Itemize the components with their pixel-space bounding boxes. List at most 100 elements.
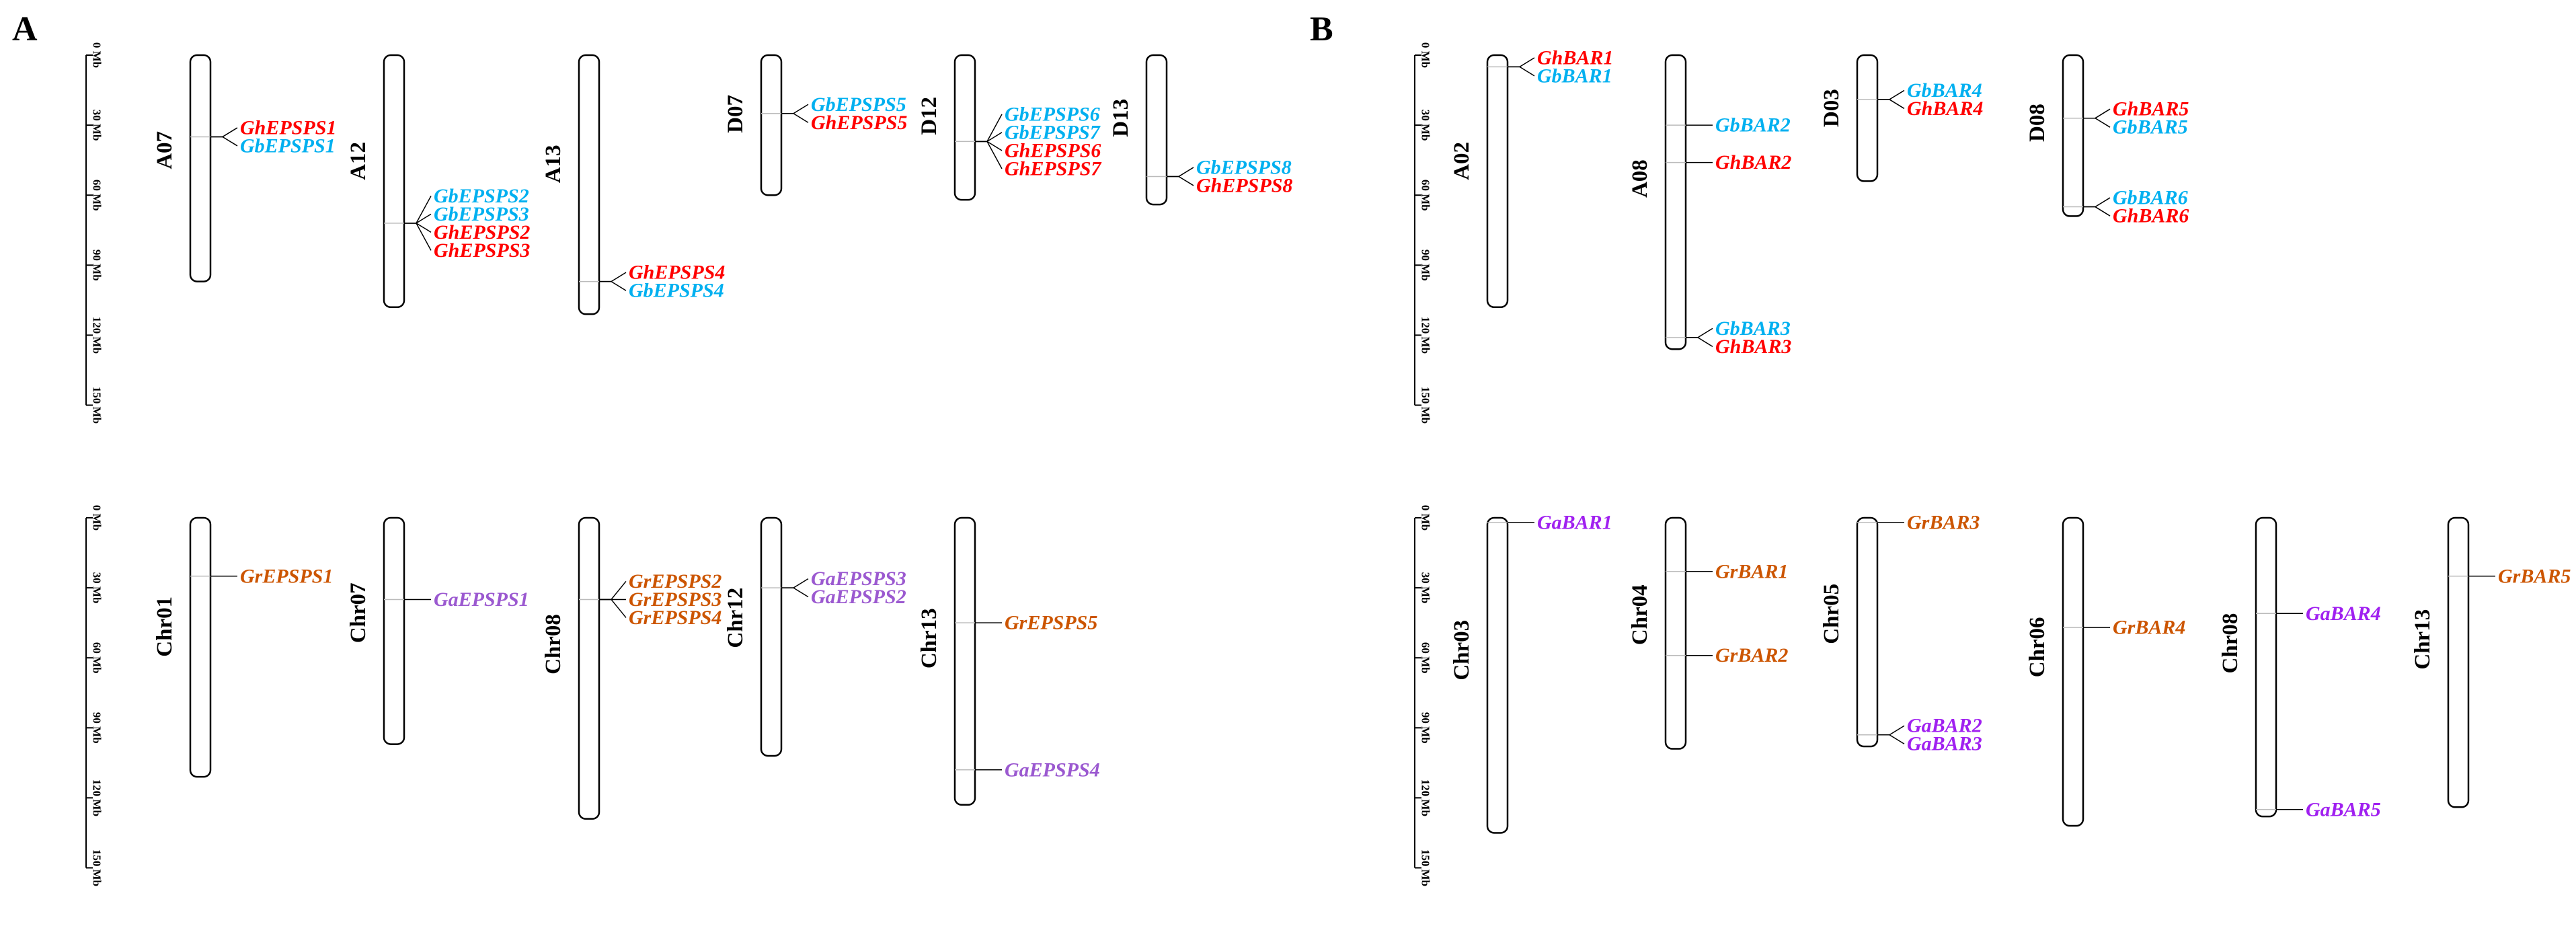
gene-label-gbbar5: GbBAR5 [2113, 116, 2188, 139]
scale-tick-label: 30 Mb [91, 110, 104, 141]
gene-label-ghbar4: GhBAR4 [1907, 98, 1983, 120]
chromosome-body [1145, 54, 1168, 206]
chromosome-label: D13 [1109, 99, 1133, 137]
gene-label-ghepsps8: GhEPSPS8 [1196, 174, 1292, 196]
scale-tick-label: 30 Mb [1419, 110, 1432, 141]
scale-tick-label: 90 Mb [1419, 712, 1432, 744]
gene-connector [404, 223, 432, 233]
panel-b-row-2: Chr03 GaBAR1 Chr04 GrBAR1 GrBAR2 Chr05 GrBAR3 G… [1450, 511, 2571, 834]
chromosome-chr03: Chr03 GaBAR1 [1450, 511, 1612, 834]
scale-tick-label: 90 Mb [91, 249, 104, 281]
chromosome-body [1664, 516, 1687, 750]
gene-label-gabar3: GaBAR3 [1907, 733, 1982, 755]
gene-connector [599, 599, 627, 618]
chromosome-label: D12 [917, 97, 941, 135]
gene-connector [599, 272, 627, 282]
gene-connector [975, 141, 1003, 151]
gene-label-ghepsps1: GhEPSPS1 [240, 116, 336, 139]
gene-label-grepsps1: GrEPSPS1 [240, 565, 333, 587]
gene-label-grbar4: GrBAR4 [2113, 617, 2185, 639]
chromosome-body [189, 54, 212, 282]
chromosome-label: Chr12 [724, 588, 748, 648]
gene-label-ghepsps3: GhEPSPS3 [434, 239, 530, 262]
gene-label-gabar5: GaBAR5 [2306, 798, 2381, 820]
gene-connector [210, 127, 238, 138]
panel-letter-a: A [12, 10, 38, 48]
gene-connector [1686, 327, 1713, 338]
gene-label-gaepsps2: GaEPSPS2 [811, 586, 906, 608]
chromosome-label: Chr06 [2025, 617, 2050, 677]
scale-tick-label: 120 Mb [91, 779, 104, 816]
gene-connector [781, 104, 809, 114]
chromosome-chr13: Chr13 GrBAR5 [2411, 516, 2571, 808]
chromosome-chr08: Chr08 GaBAR4 GaBAR5 [2218, 516, 2381, 820]
chromosome-label: Chr03 [1450, 620, 1474, 681]
chromosome-label: Chr04 [1628, 584, 1652, 645]
chromosome-body [1856, 54, 1879, 182]
gene-connector [210, 136, 238, 147]
chromosome-chr07: Chr07 GaEPSPS1 [346, 516, 529, 745]
scale-tick-label: 150 Mb [91, 849, 104, 886]
scale-tick-label: 60 Mb [91, 642, 104, 674]
gene-label-gbepsps1: GbEPSPS1 [240, 134, 336, 157]
gene-label-gbepsps5: GbEPSPS5 [811, 93, 906, 116]
gene-label-ghbar1: GhBAR1 [1537, 46, 1613, 69]
gene-label-gaepsps4: GaEPSPS4 [1005, 759, 1100, 781]
scale-tick-label: 0 Mb [1419, 505, 1432, 531]
chromosome-body [578, 54, 600, 315]
chromosome-label: A07 [153, 131, 177, 169]
gene-label-grbar5: GrBAR5 [2498, 565, 2571, 587]
gene-connector [1877, 734, 1905, 744]
scale-tick-label: 150 Mb [91, 387, 104, 424]
chromosome-body [2447, 516, 2470, 808]
chromosome-body [1486, 54, 1509, 309]
scale-tick-label: 120 Mb [1419, 317, 1432, 354]
chromosome-body [2062, 54, 2084, 217]
gene-connector [1508, 66, 1535, 77]
gene-label-gbbar2: GbBAR2 [1715, 114, 1791, 137]
chromosome-label: Chr07 [346, 582, 370, 643]
gene-label-ghepsps5: GhEPSPS5 [811, 112, 907, 134]
scale-tick-label: 150 Mb [1419, 849, 1432, 886]
chromosome-body [2255, 516, 2277, 818]
gene-label-ghepsps4: GhEPSPS4 [629, 262, 725, 284]
chromosome-label: A13 [541, 145, 565, 183]
gene-connector [781, 587, 809, 598]
chromosome-body [578, 516, 600, 820]
gene-label-ghepsps6: GhEPSPS6 [1005, 139, 1101, 161]
gene-connector [1877, 89, 1905, 100]
gene-label-grbar3: GrBAR3 [1907, 511, 1980, 533]
gene-connector [1877, 725, 1905, 736]
chromosome-body [760, 54, 783, 196]
gene-label-gabar1: GaBAR1 [1537, 511, 1612, 533]
scale-bar-b-bottom: 0 Mb 30 Mb 60 Mb 90 Mb 120 Mb 150 Mb [1414, 505, 1432, 886]
chromosome-label: A08 [1628, 159, 1652, 198]
gene-connector [781, 578, 809, 588]
scale-tick-label: 120 Mb [1419, 779, 1432, 816]
chromosome-body [189, 516, 212, 778]
scale-tick-label: 90 Mb [91, 712, 104, 744]
chromosome-body [760, 516, 783, 757]
chromosome-label: Chr01 [153, 596, 177, 657]
gene-connector [1877, 99, 1905, 110]
scale-tick-label: 0 Mb [1419, 42, 1432, 68]
gene-label-gbbar4: GbBAR4 [1907, 79, 1982, 102]
scale-bar-a-top: 0 Mb 30 Mb 60 Mb 90 Mb 120 Mb 150 Mb [85, 42, 104, 424]
gene-connector [599, 580, 627, 601]
chromosome-body [2062, 516, 2084, 827]
chromosome-label: D07 [724, 95, 748, 133]
gene-label-ghepsps2: GhEPSPS2 [434, 221, 530, 243]
scale-tick-label: 30 Mb [1419, 572, 1432, 604]
chromosome-chr04: Chr04 GrBAR1 GrBAR2 [1628, 516, 1788, 750]
gene-connector [599, 280, 627, 291]
gene-label-ghbar5: GhBAR5 [2113, 98, 2189, 120]
